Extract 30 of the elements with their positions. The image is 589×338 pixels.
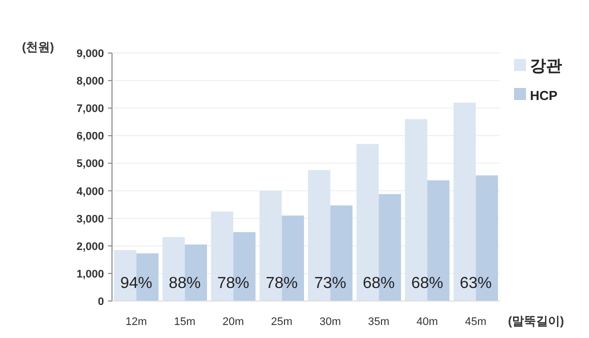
x-tick-label: 25m — [271, 316, 292, 328]
y-tick-label: 2,000 — [76, 240, 104, 253]
x-tick-label: 12m — [126, 316, 147, 328]
annotation: 88% — [168, 274, 201, 292]
annotation: 63% — [460, 274, 492, 292]
y-tick-label: 4,000 — [76, 186, 104, 198]
y-tick-label: 5,000 — [76, 158, 104, 170]
legend-label: 강관 — [530, 58, 562, 75]
legend-label: HCP — [530, 88, 558, 103]
x-tick-label: 35m — [368, 316, 390, 328]
y-tick-label: 3,000 — [76, 213, 104, 226]
annotation: 68% — [411, 274, 444, 292]
annotation: 94% — [120, 274, 152, 292]
y-tick-label: 8,000 — [76, 76, 104, 88]
annotation: 68% — [362, 274, 395, 292]
x-axis-title: (말뚝길이) — [508, 314, 564, 328]
y-tick-label: 9,000 — [76, 48, 104, 60]
y-axis-title: (천원) — [22, 40, 54, 54]
y-tick-label: 0 — [98, 296, 104, 308]
y-tick-label: 1,000 — [76, 268, 104, 280]
annotation: 78% — [217, 274, 250, 292]
y-tick-label: 7,000 — [76, 103, 104, 116]
annotation: 78% — [266, 274, 298, 292]
x-tick-label: 40m — [416, 316, 438, 328]
x-tick-label: 15m — [174, 316, 196, 328]
x-tick-label: 20m — [222, 316, 244, 328]
x-tick-label: 45m — [465, 316, 486, 328]
x-tick-label: 30m — [320, 316, 341, 328]
y-tick-label: 6,000 — [76, 130, 104, 143]
annotation: 73% — [314, 274, 346, 292]
